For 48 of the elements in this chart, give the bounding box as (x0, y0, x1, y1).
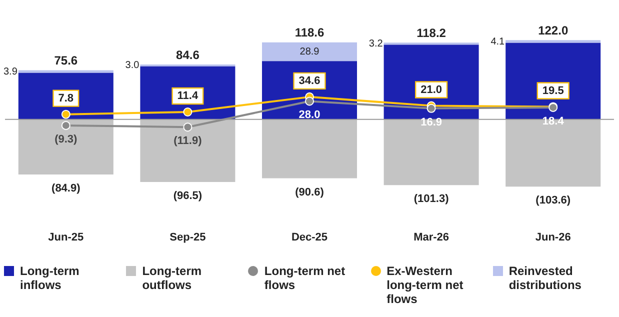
point (61, 120, 70, 130)
point (305, 96, 314, 106)
legend-label: Reinvested distributions (508, 264, 582, 292)
annotation: 84.6 (176, 48, 200, 62)
legend-label: Ex-Western long-term net flows (386, 264, 464, 306)
data-label: (84.9) (52, 182, 81, 195)
x-tick-label: Dec-25 (291, 231, 328, 244)
bar (262, 119, 357, 178)
data-label: 28.0 (298, 109, 320, 122)
x-tick-label: Sep-25 (170, 231, 206, 244)
data-label: 3.9 (3, 66, 18, 78)
data-label: (11.9) (174, 135, 202, 148)
annotation: 118.2 (416, 26, 446, 40)
data-label: 19.5 (542, 84, 564, 97)
bar (506, 40, 601, 43)
point (61, 110, 70, 119)
data-label: 21.0 (420, 84, 442, 96)
x-tick-label: Mar-26 (414, 231, 450, 244)
legend-label: Long-term outflows (142, 264, 203, 292)
bar (262, 42, 357, 62)
bar (18, 70, 114, 73)
data-label: 28.9 (300, 46, 320, 58)
data-label: 3.2 (368, 38, 384, 50)
x-tick-label: Jun-25 (48, 231, 84, 244)
data-label: 7.8 (58, 92, 74, 104)
data-label: 16.9 (420, 116, 442, 128)
point (426, 104, 436, 113)
bar (140, 119, 236, 182)
data-label: 18.4 (542, 115, 565, 128)
point (183, 108, 192, 116)
bar (18, 119, 114, 175)
legend-label: Long-term inflows (20, 264, 80, 292)
annotation: 118.6 (294, 26, 325, 40)
data-label: 34.6 (298, 74, 320, 87)
data-label: (96.5) (173, 190, 202, 202)
bar (384, 119, 479, 186)
x-tick-label: Jun-26 (535, 231, 571, 244)
annotation: 122.0 (538, 23, 568, 38)
annotation: 75.6 (54, 54, 78, 68)
data-label: (101.3) (414, 193, 450, 206)
data-label: (90.6) (295, 186, 324, 198)
point (183, 122, 192, 132)
data-label: 11.4 (177, 90, 199, 102)
legend-label: Long-term net flows (264, 264, 346, 292)
data-label: 4.1 (490, 36, 506, 48)
data-label: (9.3) (54, 133, 78, 146)
data-label: 3.0 (125, 60, 140, 72)
data-label: (103.6) (536, 194, 571, 207)
